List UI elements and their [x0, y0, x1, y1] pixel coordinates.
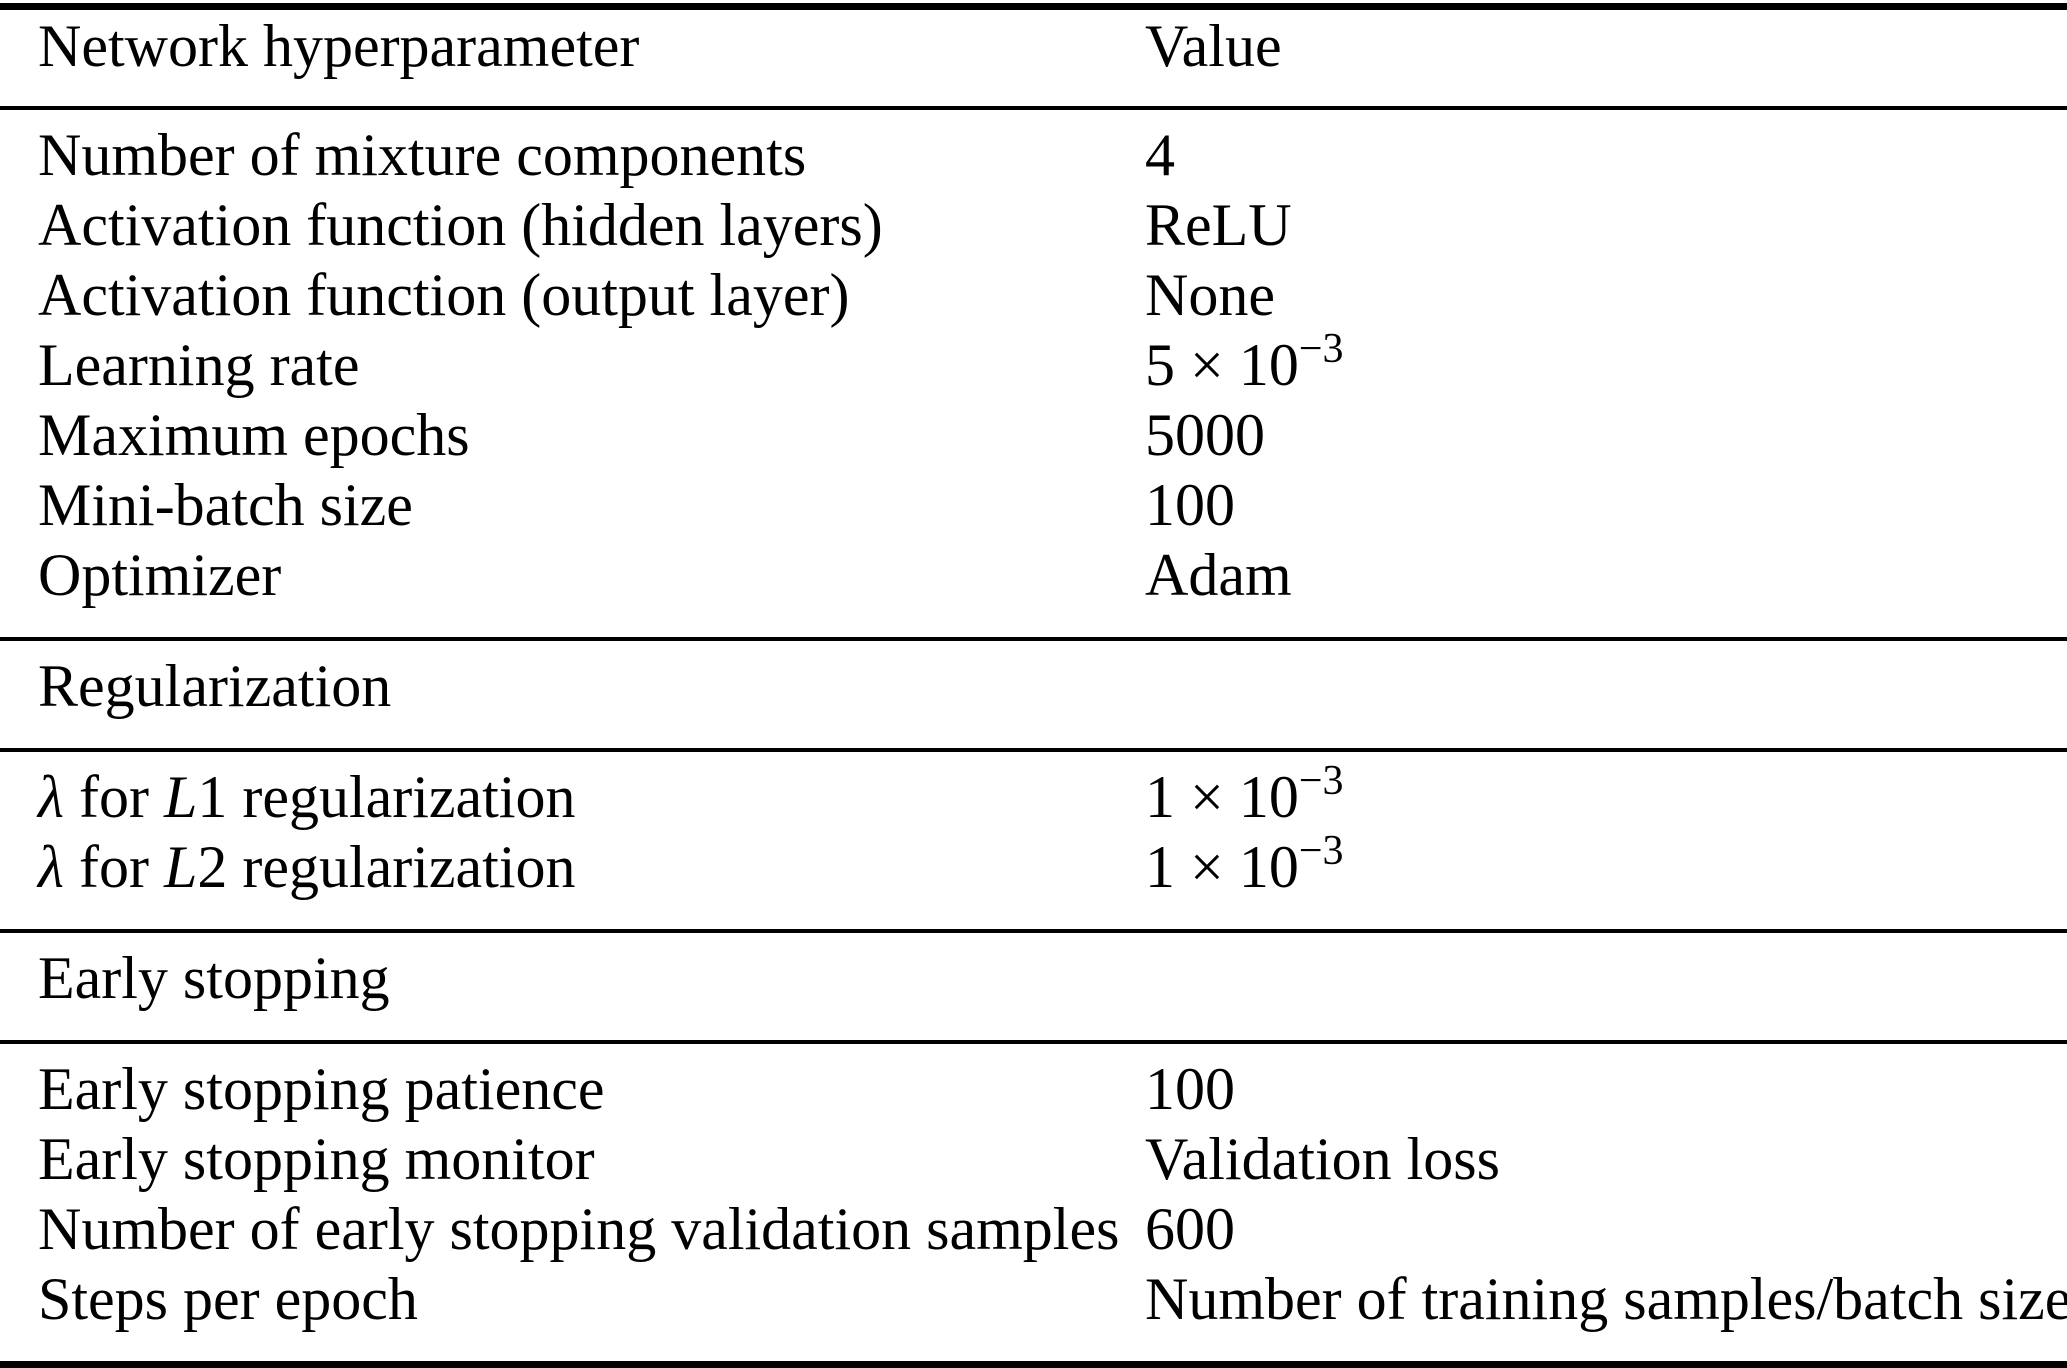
table-row: λ for L2 regularization 1 × 10−3: [0, 830, 2067, 902]
value-text: 4: [1145, 122, 1175, 188]
param-cell: Learning rate: [38, 332, 360, 398]
value-text: ReLU: [1145, 192, 1292, 258]
network-rows-group: Number of mixture components 4 Activatio…: [0, 110, 2067, 637]
section-label: Regularization: [38, 653, 392, 719]
table-row: Learning rate 5 × 10−3: [0, 328, 2067, 400]
regularization-section-group: Regularization: [0, 641, 2067, 748]
value-superscript: −3: [1298, 757, 1344, 804]
bottom-rule: [0, 1361, 2067, 1368]
section-header-row: Regularization: [0, 651, 2067, 721]
param-text: 1 regularization: [197, 764, 576, 830]
value-text: 5000: [1145, 402, 1265, 468]
value-cell: Validation loss: [1145, 1124, 2067, 1194]
param-header-cell: Network hyperparameter: [38, 13, 640, 79]
table-row: Mini-batch size 100: [0, 470, 2067, 540]
value-text: Validation loss: [1145, 1126, 1500, 1192]
value-cell: 100: [1145, 470, 2067, 540]
param-cell: Number of mixture components: [38, 122, 807, 188]
value-text: 100: [1145, 472, 1235, 538]
value-cell: 4: [1145, 120, 2067, 190]
value-text: 5 × 10: [1145, 332, 1299, 398]
section-rule: [0, 748, 2067, 752]
section-header-row: Early stopping: [0, 943, 2067, 1013]
table-row: Activation function (output layer) None: [0, 260, 2067, 330]
value-cell: 600: [1145, 1194, 2067, 1264]
section-rule: [0, 637, 2067, 641]
table-row: Maximum epochs 5000: [0, 400, 2067, 470]
value-text: 100: [1145, 1056, 1235, 1122]
param-cell: Mini-batch size: [38, 472, 413, 538]
early-stopping-section-group: Early stopping: [0, 933, 2067, 1040]
param-cell: Activation function (hidden layers): [38, 192, 883, 258]
value-text: 1 × 10: [1145, 764, 1299, 830]
value-text: None: [1145, 262, 1275, 328]
param-cell: Early stopping monitor: [38, 1126, 595, 1192]
header-row: Network hyperparameter Value: [0, 11, 2067, 81]
value-text: Number of training samples/batch size: [1145, 1266, 2067, 1332]
value-cell: Number of training samples/batch size: [1145, 1264, 2067, 1334]
top-rule: [0, 3, 2067, 10]
param-cell: Maximum epochs: [38, 402, 470, 468]
section-rule: [0, 929, 2067, 933]
table-row: λ for L1 regularization 1 × 10−3: [0, 760, 2067, 832]
param-text: for: [64, 764, 164, 830]
value-cell: ReLU: [1145, 190, 2067, 260]
table-header-group: Network hyperparameter Value: [0, 10, 2067, 106]
value-cell: None: [1145, 260, 2067, 330]
value-cell: 100: [1145, 1054, 2067, 1124]
table-row: Activation function (hidden layers) ReLU: [0, 190, 2067, 260]
table-row: Optimizer Adam: [0, 540, 2067, 610]
value-superscript: −3: [1298, 325, 1344, 372]
value-header-cell: Value: [1145, 13, 1282, 79]
table-row: Number of mixture components 4: [0, 120, 2067, 190]
value-cell: 5 × 10−3: [1145, 328, 2067, 400]
lambda-symbol: λ: [38, 764, 64, 830]
table-row: Early stopping monitor Validation loss: [0, 1124, 2067, 1194]
param-text: 2 regularization: [197, 834, 576, 900]
lambda-symbol: λ: [38, 834, 64, 900]
value-superscript: −3: [1298, 827, 1344, 874]
param-cell: Optimizer: [38, 542, 282, 608]
param-cell: Steps per epoch: [38, 1266, 418, 1332]
value-cell: 5000: [1145, 400, 2067, 470]
hyperparameter-table: Network hyperparameter Value Number of m…: [0, 3, 2067, 1368]
param-cell: Early stopping patience: [38, 1056, 605, 1122]
param-cell: λ for L2 regularization: [38, 832, 1145, 902]
variable-symbol: L: [163, 834, 198, 900]
table-row: Number of early stopping validation samp…: [0, 1194, 2067, 1264]
param-cell: Number of early stopping validation samp…: [38, 1196, 1120, 1262]
value-cell: Adam: [1145, 540, 2067, 610]
regularization-rows-group: λ for L1 regularization 1 × 10−3 λ for L…: [0, 752, 2067, 929]
variable-symbol: L: [163, 764, 198, 830]
param-cell: λ for L1 regularization: [38, 762, 1145, 832]
value-text: 600: [1145, 1196, 1235, 1262]
value-text: Adam: [1145, 542, 1292, 608]
early-stopping-rows-group: Early stopping patience 100 Early stoppi…: [0, 1044, 2067, 1361]
header-separator-rule: [0, 106, 2067, 110]
section-label: Early stopping: [38, 945, 390, 1011]
param-cell: Activation function (output layer): [38, 262, 850, 328]
value-cell: 1 × 10−3: [1145, 830, 2067, 902]
value-text: 1 × 10: [1145, 834, 1299, 900]
table-row: Early stopping patience 100: [0, 1054, 2067, 1124]
table-row: Steps per epoch Number of training sampl…: [0, 1264, 2067, 1334]
param-text: for: [64, 834, 164, 900]
section-rule: [0, 1040, 2067, 1044]
value-cell: 1 × 10−3: [1145, 760, 2067, 832]
